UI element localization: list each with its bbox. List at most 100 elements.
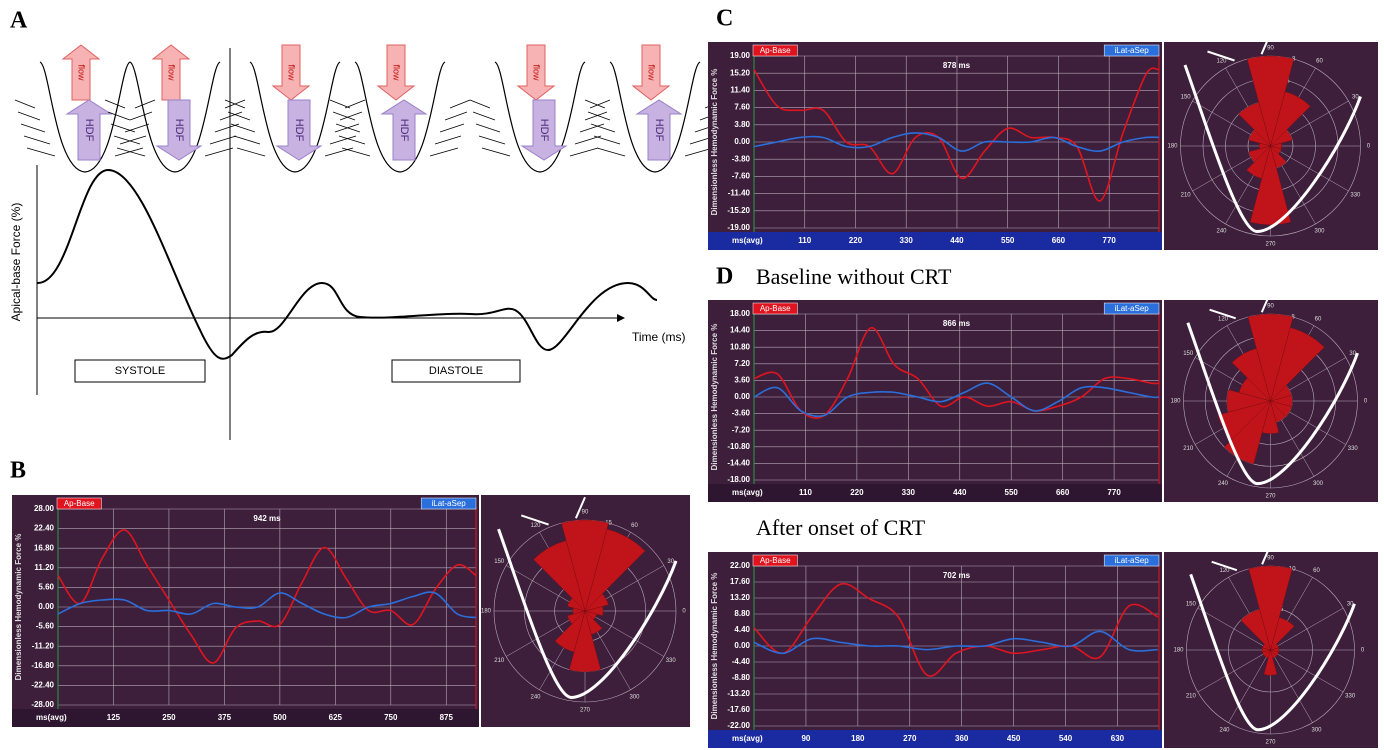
flow-label: flow	[532, 64, 542, 81]
polar-angle-label: 60	[1315, 316, 1322, 322]
rose-sector	[569, 610, 601, 672]
wall-arrow	[335, 123, 361, 133]
polar-spoke	[1270, 649, 1344, 693]
wall-arrow	[23, 135, 51, 145]
polar-angle-label: 270	[1265, 740, 1276, 746]
wall-arrow	[475, 123, 501, 133]
x-tick-label: 270	[903, 734, 917, 743]
wall-arrow	[579, 123, 605, 133]
legend-label: iLat-aSep	[1114, 556, 1149, 565]
ventricle-overlay	[1209, 291, 1272, 320]
flow-arrow	[376, 44, 416, 101]
panel-label: B	[10, 458, 26, 484]
polar-r-label: 6	[1286, 78, 1290, 84]
polar-angle-label: 60	[1313, 568, 1320, 574]
ventricle-outline	[39, 61, 131, 173]
polar-angle-label: 240	[530, 694, 541, 700]
rose-sector	[533, 540, 586, 612]
rose-sector	[1240, 609, 1271, 651]
polar-spoke	[1270, 145, 1349, 192]
polar-angle-label: 150	[494, 559, 505, 565]
ventricle-outline	[494, 61, 586, 173]
rose-sector	[584, 610, 603, 635]
panel-label: A	[10, 8, 28, 34]
y-tick-label: 11.40	[730, 86, 750, 95]
x-tick-label: 125	[107, 713, 121, 722]
polar-angle-label: 30	[1352, 95, 1359, 101]
phase-label: DIASTOLE	[429, 365, 483, 377]
y-tick-label: -14.40	[727, 459, 750, 468]
y-tick-label: -15.20	[727, 206, 750, 215]
polar-angle-label: 0	[1361, 648, 1365, 654]
wall-arrow	[233, 135, 261, 145]
wall-arrow	[481, 147, 511, 157]
series-line	[753, 132, 1160, 152]
phase-label: SYSTOLE	[115, 365, 166, 377]
wall-arrow	[113, 135, 141, 145]
chart: Dimensionless Hemodynamic Force % 18.00 14…	[708, 291, 1378, 502]
y-tick-label: -11.20	[32, 641, 55, 650]
rose-sector	[1261, 400, 1280, 434]
rose-sector	[1238, 102, 1271, 147]
wall-arrow	[124, 123, 150, 133]
hdf-label: HDF	[173, 119, 185, 142]
polar-angle-label: 90	[1267, 556, 1274, 562]
y-tick-label: 22.00	[730, 561, 751, 570]
wall-arrow	[104, 99, 126, 109]
wall-arrow	[209, 135, 237, 145]
legend-swatch	[420, 497, 477, 510]
ventricle-outline	[354, 61, 446, 173]
flow-arrow	[271, 44, 311, 101]
y-axis-label: Dimensionless Hemodynamic Force %	[710, 573, 719, 720]
wall-arrow	[26, 147, 56, 157]
y-tick-label: 11.20	[34, 563, 54, 572]
x-tick-label: 750	[384, 713, 398, 722]
polar-r-label: 15	[605, 521, 612, 527]
panel-subtitle: Baseline without CRT	[756, 264, 952, 289]
schematic-plot: Apical-base Force (%) Time (ms) SYSTOLE …	[9, 48, 686, 440]
y-tick-label: -18.00	[727, 475, 750, 484]
y-tick-label: 0.00	[734, 137, 750, 146]
polar-r-label: 5	[1280, 607, 1284, 613]
polar-angle-label: 300	[1314, 228, 1325, 234]
x-tick-label: 330	[900, 236, 914, 245]
y-tick-label: -7.20	[732, 425, 751, 434]
legend-label: Ap-Base	[760, 304, 791, 313]
wall-arrow	[227, 111, 251, 121]
y-tick-label: 3.60	[734, 376, 750, 385]
ventricle-overlay	[1189, 573, 1356, 732]
wall-arrow	[590, 123, 616, 133]
polar-angle-label: 60	[631, 523, 638, 529]
hdf-label: HDF	[398, 119, 410, 142]
x-axis-label: Time (ms)	[632, 330, 686, 344]
x-tick-label: 630	[1111, 734, 1125, 743]
y-tick-label: 3.80	[734, 120, 750, 129]
y-tick-label: 4.40	[734, 625, 750, 634]
y-tick-label: -7.60	[732, 172, 751, 181]
polar-angle-label: 330	[1350, 193, 1361, 199]
y-tick-label: 5.60	[38, 583, 54, 592]
wall-arrow	[329, 99, 351, 109]
x-tick-label: 625	[329, 713, 343, 722]
rose-sector	[561, 519, 609, 612]
x-tick-label: 550	[1001, 236, 1015, 245]
y-tick-label: -5.60	[36, 622, 55, 631]
wall-arrow	[478, 135, 506, 145]
schematic-curve	[36, 168, 658, 360]
polar-angle-label: 0	[1367, 144, 1371, 150]
legend-swatch	[1103, 554, 1160, 567]
polar-angle-label: 90	[582, 510, 589, 516]
ventricle-overlay	[1186, 322, 1359, 486]
ventricle-overlay	[1207, 33, 1272, 62]
x-tick-label: 250	[162, 713, 176, 722]
axis-bar	[708, 730, 1163, 748]
wall-arrow	[134, 99, 156, 109]
polar-angle-label: 210	[1186, 694, 1197, 700]
rose-sector	[1248, 129, 1272, 147]
rose-sector	[1231, 348, 1271, 402]
wall-arrow	[107, 111, 131, 121]
polar-angle-label: 0	[682, 609, 686, 615]
wall-arrow	[116, 147, 146, 157]
ventricle-outline	[129, 61, 221, 173]
polar-angle-label: 150	[1183, 351, 1194, 357]
